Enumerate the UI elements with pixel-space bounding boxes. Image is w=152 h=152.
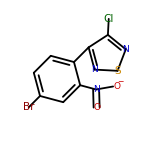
Text: Br: Br	[23, 102, 35, 112]
Text: Cl: Cl	[104, 14, 114, 24]
Text: −: −	[117, 77, 123, 86]
Text: O: O	[93, 103, 100, 112]
Text: N: N	[91, 65, 98, 74]
Text: O: O	[113, 82, 120, 91]
Text: S: S	[114, 66, 121, 76]
Text: N: N	[93, 85, 100, 94]
Text: N: N	[122, 45, 129, 54]
